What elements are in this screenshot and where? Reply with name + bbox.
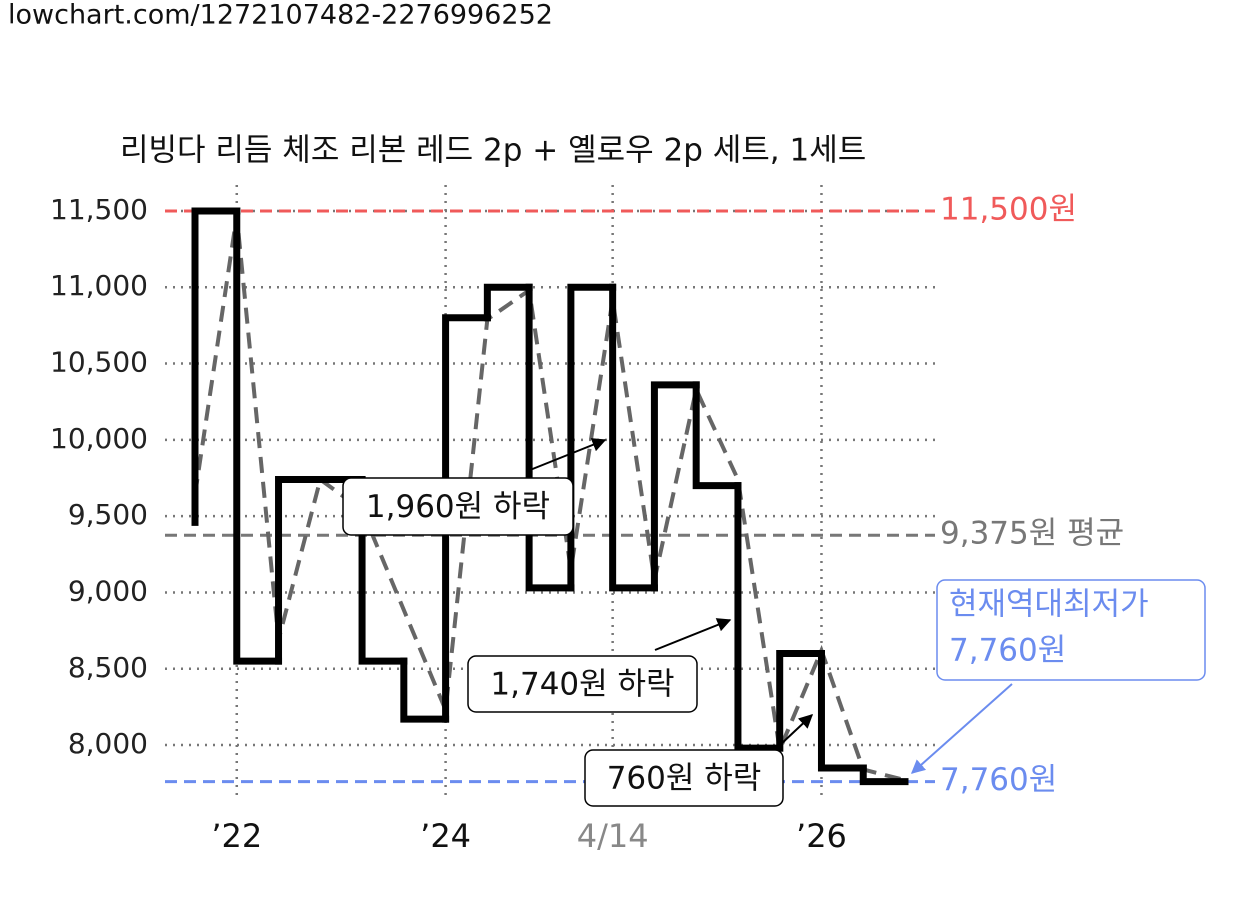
chart-title: 리빙다 리듬 체조 리본 레드 2p + 옐로우 2p 세트, 1세트 bbox=[120, 133, 866, 169]
price-step bbox=[734, 482, 784, 752]
reference-label: 7,760원 bbox=[940, 762, 1057, 798]
y-tick-label: 11,500 bbox=[50, 193, 148, 226]
price-step bbox=[442, 314, 491, 723]
price-step bbox=[817, 649, 867, 772]
price-step bbox=[776, 649, 825, 752]
price-step bbox=[275, 476, 366, 665]
annotation-text: 현재역대최저가 bbox=[949, 587, 1149, 623]
price-step bbox=[650, 381, 700, 592]
annotation-arrow bbox=[779, 714, 814, 746]
annotation-text: 1,740원 하락 bbox=[490, 667, 674, 703]
trend-line bbox=[193, 215, 906, 783]
y-tick-label: 10,500 bbox=[50, 346, 148, 379]
price-step bbox=[692, 381, 742, 490]
y-tick-label: 8,500 bbox=[68, 651, 148, 684]
x-tick-label: 4/14 bbox=[577, 817, 649, 855]
y-tick-label: 11,000 bbox=[50, 269, 148, 302]
reference-label: 11,500원 bbox=[940, 191, 1077, 227]
url: lowchart.com/1272107482-2276996252 bbox=[8, 0, 553, 31]
x-tick-label: ’26 bbox=[796, 817, 847, 855]
y-tick-label: 9,500 bbox=[68, 498, 148, 531]
reference-label: 9,375원 평균 bbox=[940, 516, 1124, 552]
price-step bbox=[609, 283, 658, 592]
annotation-text: 7,760원 bbox=[949, 633, 1066, 669]
y-tick-label: 10,000 bbox=[50, 422, 148, 455]
annotation-text: 760원 하락 bbox=[607, 761, 762, 797]
price-step bbox=[483, 283, 533, 322]
annotation-arrow bbox=[654, 618, 732, 651]
annotation-box bbox=[342, 477, 574, 536]
price-step bbox=[191, 207, 241, 526]
price-step bbox=[233, 207, 283, 665]
price-step bbox=[859, 764, 909, 786]
annotation-arrow bbox=[910, 683, 1013, 774]
y-tick-label: 8,000 bbox=[68, 727, 148, 760]
price-step bbox=[358, 476, 408, 665]
annotation-text: 1,960원 하락 bbox=[366, 489, 550, 525]
y-tick-label: 9,000 bbox=[68, 574, 148, 607]
x-tick-label: ’24 bbox=[420, 817, 471, 855]
price-step bbox=[525, 283, 575, 592]
annotation-box bbox=[936, 579, 1206, 681]
annotation-arrow bbox=[529, 438, 607, 471]
annotation-box bbox=[584, 749, 784, 807]
price-step bbox=[400, 657, 450, 723]
x-tick-label: ’22 bbox=[211, 817, 262, 855]
annotation-box bbox=[467, 655, 698, 713]
